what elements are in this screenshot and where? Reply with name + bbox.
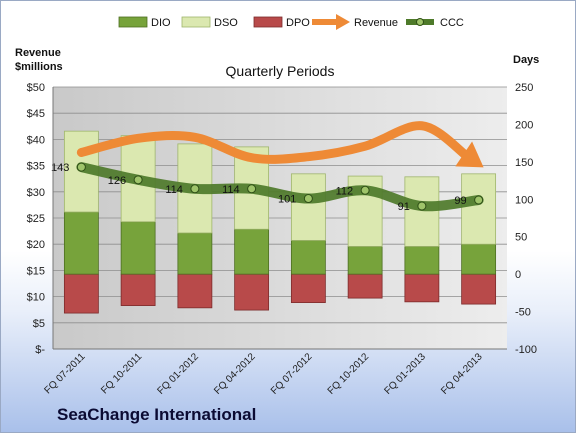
dpo-bar — [347, 273, 383, 299]
legend-label-ccc: CCC — [440, 17, 464, 29]
legend-swatch-dio — [118, 16, 148, 28]
left-tick-label: $20 — [27, 239, 45, 251]
dso-bar — [290, 173, 326, 241]
dio-bar — [404, 246, 440, 275]
ccc-point — [133, 175, 143, 185]
ccc-point — [303, 194, 313, 204]
left-tick-label: $45 — [27, 108, 45, 120]
ccc-point — [76, 162, 86, 172]
left-tick-label: $25 — [27, 213, 45, 225]
ccc-data-label: 126 — [108, 175, 126, 187]
left-tick-label: $35 — [27, 161, 45, 173]
left-tick-label: $5 — [33, 318, 45, 330]
revenue-arrowhead — [455, 141, 484, 168]
x-tick-label: FQ 01-2013 — [382, 351, 428, 397]
ccc-data-label: 99 — [454, 195, 466, 207]
dpo-bar — [234, 273, 270, 311]
left-tick-label: $40 — [27, 134, 45, 146]
right-tick-label: -100 — [515, 344, 537, 356]
legend-label-revenue: Revenue — [354, 17, 398, 29]
left-axis-title-line2: $millions — [15, 61, 63, 73]
lines-layer: 143 126 114 114 101 112 91 99 — [51, 121, 484, 213]
legend-label-dpo: DPO — [286, 17, 310, 29]
dio-bar — [347, 246, 383, 275]
legend-label-dso: DSO — [214, 17, 238, 29]
ccc-data-label: 101 — [278, 194, 296, 206]
x-tick-label: FQ 07-2012 — [269, 351, 315, 397]
ccc-data-label: 91 — [398, 201, 410, 213]
right-tick-label: 100 — [515, 194, 533, 206]
ccc-point — [417, 201, 427, 211]
legend-swatch-revenue-head — [336, 14, 350, 30]
left-tick-label: $15 — [27, 265, 45, 277]
right-tick-label: 250 — [515, 82, 533, 94]
dio-bar — [120, 221, 156, 275]
ccc-line — [76, 162, 484, 212]
right-tick-label: 50 — [515, 232, 527, 244]
dso-bar — [404, 176, 440, 247]
legend: DIO DSO DPO Revenue CCC — [118, 14, 464, 30]
ccc-data-label: 143 — [51, 162, 69, 174]
dio-bar — [63, 211, 99, 275]
right-tick-label: 200 — [515, 119, 533, 131]
dpo-bar — [461, 273, 497, 305]
legend-swatch-dso — [181, 16, 211, 28]
dpo-bar — [290, 273, 326, 303]
legend-swatch-dpo — [253, 16, 283, 28]
dio-bar — [177, 232, 213, 275]
ccc-data-label: 114 — [165, 184, 183, 196]
dpo-bar — [177, 273, 213, 309]
dpo-bar — [404, 273, 440, 303]
right-axis-title: Days — [513, 54, 539, 66]
dio-bar — [461, 243, 497, 275]
dpo-bar — [120, 273, 156, 306]
dso-bar — [461, 173, 497, 245]
legend-swatch-ccc-dot — [416, 18, 424, 26]
ccc-data-label: 112 — [336, 185, 354, 197]
x-tick-label: FQ 04-2013 — [439, 351, 485, 397]
right-tick-label: 150 — [515, 157, 533, 169]
dio-bar — [290, 240, 326, 275]
left-axis-title-line1: Revenue — [15, 47, 61, 59]
right-tick-label: -50 — [515, 307, 531, 319]
x-tick-label: FQ 07-2011 — [43, 351, 88, 396]
ccc-point — [190, 184, 200, 194]
revenue-line — [76, 121, 472, 164]
legend-label-dio: DIO — [151, 17, 171, 29]
left-tick-label: $- — [35, 344, 45, 356]
ccc-point — [360, 185, 370, 195]
company-name: SeaChange International — [57, 405, 257, 424]
left-tick-label: $10 — [27, 292, 45, 304]
left-tick-label: $50 — [27, 82, 45, 94]
ccc-data-label: 114 — [222, 184, 240, 196]
x-tick-label: FQ 04-2012 — [212, 351, 258, 397]
chart-title: Quarterly Periods — [226, 63, 335, 79]
x-tick-label: FQ 10-2011 — [99, 351, 144, 396]
ccc-point — [247, 184, 257, 194]
ccc-point — [474, 195, 484, 205]
dpo-bar — [63, 273, 99, 314]
x-tick-label: FQ 01-2012 — [155, 351, 201, 397]
x-tick-label: FQ 10-2012 — [326, 351, 372, 397]
dio-bar — [234, 228, 270, 275]
left-tick-label: $30 — [27, 187, 45, 199]
right-tick-label: 0 — [515, 269, 521, 281]
